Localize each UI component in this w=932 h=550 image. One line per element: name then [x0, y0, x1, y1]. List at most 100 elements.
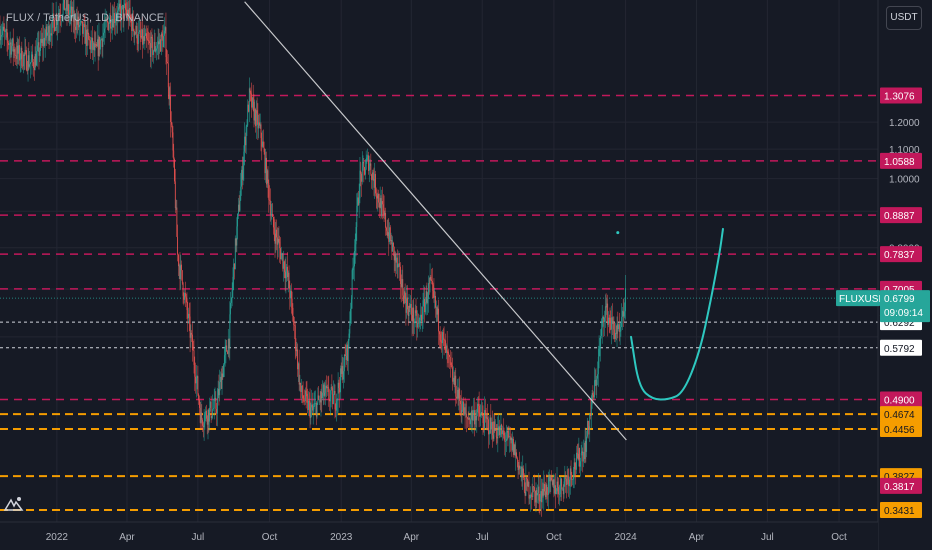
candle-body: [498, 426, 499, 431]
candle-body: [421, 314, 422, 321]
candle-body: [121, 5, 123, 6]
candle-body: [101, 39, 103, 47]
candle-body: [364, 167, 365, 175]
candle-body: [294, 324, 295, 326]
candles: [0, 0, 626, 517]
candle-body: [311, 404, 313, 408]
candle-body: [134, 32, 136, 36]
candle-body: [570, 468, 572, 475]
level-label-bg: [880, 152, 922, 169]
candle-body: [336, 400, 337, 411]
candle-body: [580, 453, 582, 462]
candle-body: [322, 384, 324, 393]
candle-body: [312, 409, 314, 411]
candle-body: [371, 172, 373, 181]
currency-button[interactable]: USDT: [886, 6, 922, 30]
candle-body: [530, 494, 532, 497]
candle-body: [537, 486, 539, 494]
candle-body: [469, 417, 471, 425]
candle-body: [540, 491, 542, 502]
candle-body: [433, 290, 435, 298]
candle-body: [429, 276, 431, 284]
candle-body: [404, 291, 406, 299]
candle-body: [579, 448, 581, 467]
candle-body: [562, 488, 564, 495]
candle-body: [265, 157, 267, 174]
candle-body: [378, 193, 380, 203]
candle-body: [394, 254, 396, 261]
candle-body: [389, 227, 391, 241]
candle-body: [499, 426, 501, 436]
candle-body: [329, 394, 331, 402]
candle-body: [381, 201, 383, 216]
candle-body: [252, 97, 254, 102]
candle-body: [262, 141, 263, 147]
candle-body: [372, 172, 374, 179]
candle-body: [77, 16, 79, 25]
candle-body: [578, 448, 580, 460]
candle-body: [182, 282, 184, 296]
candle-body: [438, 331, 440, 335]
candle-body: [185, 292, 186, 297]
x-tick-label: 2024: [614, 532, 637, 543]
candle-body: [11, 45, 13, 55]
candle-body: [270, 214, 272, 216]
candle-body: [251, 94, 253, 108]
ticker-price-bg: [880, 290, 930, 323]
candle-body: [33, 67, 35, 71]
candle-body: [192, 350, 194, 351]
candle-body: [321, 391, 323, 399]
candle-body: [4, 30, 6, 32]
candle-body: [602, 317, 604, 319]
candle-body: [524, 491, 526, 496]
candle-body: [601, 328, 602, 336]
level-label-bg: [880, 339, 922, 356]
candle-body: [51, 15, 53, 36]
candle-body: [13, 49, 15, 52]
candle-body: [428, 283, 430, 284]
candle-body: [304, 390, 306, 401]
candle-body: [111, 18, 113, 28]
price-axis[interactable]: [878, 0, 932, 550]
candle-body: [581, 451, 583, 454]
candle-body: [565, 478, 567, 485]
candle-body: [41, 39, 43, 43]
candle-body: [240, 186, 242, 201]
candle-body: [271, 213, 273, 215]
candle-body: [293, 321, 295, 325]
ticker-price: 0.6799: [884, 294, 915, 305]
candle-body: [534, 490, 536, 503]
candle-body: [250, 92, 252, 95]
candle-body: [68, 4, 69, 15]
candle-body: [262, 141, 264, 148]
candle-body: [56, 15, 58, 25]
candle-body: [342, 365, 344, 380]
candle-body: [259, 124, 261, 126]
candle-body: [99, 36, 101, 50]
candle-body: [543, 483, 545, 496]
candle-body: [51, 33, 52, 36]
time-axis[interactable]: [0, 522, 878, 550]
candle-body: [550, 477, 552, 482]
candle-body: [163, 35, 165, 48]
candle-body: [562, 488, 563, 490]
candle-body: [333, 394, 334, 405]
candle-body: [170, 96, 172, 123]
candle-body: [195, 377, 197, 384]
candle-body: [62, 3, 64, 16]
candle-body: [194, 364, 196, 377]
candle-body: [86, 29, 87, 46]
candle-body: [220, 376, 221, 383]
candle-body: [591, 393, 593, 405]
candle-body: [557, 481, 559, 487]
candle-body: [124, 3, 126, 5]
candle-body: [497, 430, 499, 439]
candle-body: [509, 436, 510, 438]
candle-body: [17, 45, 19, 54]
candle-body: [142, 29, 143, 45]
candle-body: [218, 388, 220, 396]
candle-body: [471, 410, 473, 421]
candle-body: [191, 332, 193, 335]
candle-body: [153, 50, 154, 55]
